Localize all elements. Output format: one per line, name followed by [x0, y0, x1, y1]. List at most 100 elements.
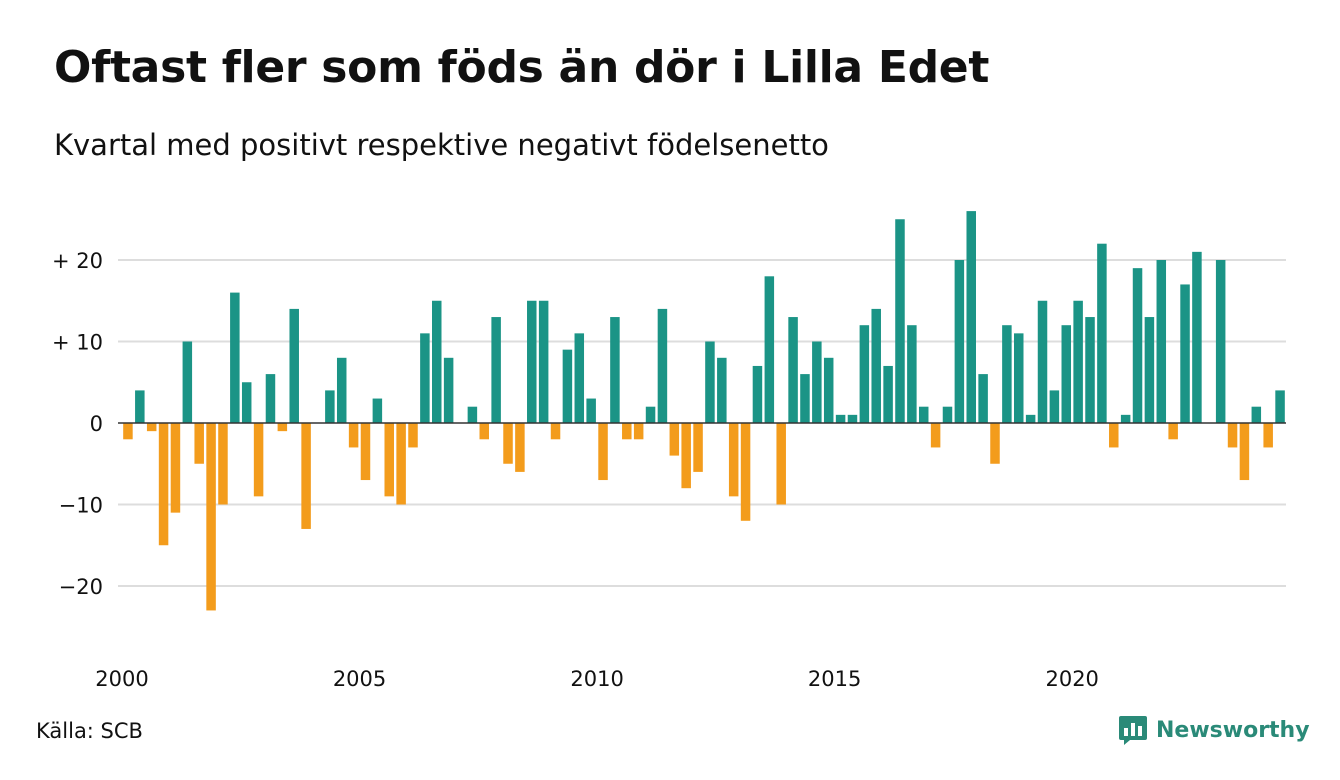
x-tick-label: 2020: [1045, 667, 1098, 691]
bar-positive: [562, 349, 573, 423]
bar-positive: [1014, 333, 1024, 423]
bar-negative: [1109, 423, 1119, 448]
newsworthy-logo-icon: [1119, 716, 1147, 745]
bar-positive: [420, 333, 430, 423]
bar-positive: [586, 398, 596, 423]
bar-positive: [918, 406, 929, 423]
bar-negative: [1227, 423, 1238, 448]
bar-positive: [764, 276, 775, 423]
chart-title: Oftast fler som föds än dör i Lilla Edet: [54, 42, 990, 93]
bar-positive: [705, 341, 715, 423]
bar-positive: [835, 414, 846, 423]
bar-negative: [253, 423, 264, 497]
bar-positive: [859, 325, 870, 423]
bar-positive: [1085, 317, 1095, 423]
bar-negative: [146, 423, 157, 432]
bar-positive: [942, 406, 953, 423]
bar-positive: [1180, 284, 1190, 423]
bar-positive: [610, 317, 620, 423]
bar-positive: [1073, 300, 1083, 423]
bar-positive: [788, 317, 798, 423]
bar-positive: [527, 300, 537, 423]
bar-positive: [717, 357, 727, 423]
bar-negative: [550, 423, 561, 440]
bar-positive: [1144, 317, 1155, 423]
bar-positive: [182, 341, 193, 423]
bar-positive: [241, 382, 252, 423]
x-tick-label: 2000: [95, 667, 148, 691]
brand-name: Newsworthy: [1156, 717, 1310, 743]
source-note: Källa: SCB: [36, 719, 143, 743]
bar-positive: [1097, 243, 1107, 423]
bar-positive: [1061, 325, 1072, 423]
bar-positive: [752, 365, 763, 423]
bar-negative: [301, 423, 311, 529]
bar-positive: [812, 341, 822, 423]
bar-negative: [503, 423, 513, 464]
bar-positive: [978, 374, 988, 423]
bar-positive: [538, 300, 549, 423]
bar-positive: [1251, 406, 1262, 423]
bar-positive: [1025, 414, 1036, 423]
bar-positive: [1132, 268, 1143, 423]
y-tick-label: + 20: [52, 249, 103, 273]
bar-negative: [776, 423, 786, 505]
bar-negative: [360, 423, 371, 481]
bar-positive: [871, 308, 881, 423]
bar-negative: [930, 423, 941, 448]
bar-negative: [206, 423, 216, 611]
brand-logo[interactable]: Newsworthy: [1118, 714, 1310, 746]
bar-positive: [800, 374, 810, 423]
bar-negative: [170, 423, 181, 513]
bar-positive: [657, 308, 668, 423]
bar-positive: [325, 390, 335, 423]
bar-positive: [645, 406, 656, 423]
bar-positive: [574, 333, 585, 423]
bar-positive: [847, 414, 858, 423]
x-tick-label: 2010: [570, 667, 623, 691]
bar-chart: + 20 + 10 0 −10 −20 2000 2005 2010 2015 2020: [52, 211, 1286, 691]
bar-positive: [265, 374, 276, 423]
bar-negative: [740, 423, 751, 521]
y-tick-label: −10: [59, 494, 103, 518]
x-tick-label: 2005: [333, 667, 386, 691]
bar-negative: [1168, 423, 1178, 440]
bar-positive: [230, 292, 240, 423]
bar-positive: [372, 398, 383, 423]
bar-negative: [194, 423, 204, 464]
bar-negative: [633, 423, 644, 440]
bar-negative: [123, 423, 133, 440]
chart-subtitle: Kvartal med positivt respektive negativt…: [54, 128, 829, 162]
bar-negative: [277, 423, 288, 432]
y-tick-label: 0: [90, 412, 103, 436]
x-tick-label: 2015: [808, 667, 861, 691]
bar-positive: [1002, 325, 1012, 423]
bar-positive: [135, 390, 145, 423]
bar-positive: [1120, 414, 1131, 423]
bar-positive: [1215, 260, 1226, 423]
y-tick-label: −20: [59, 575, 103, 599]
bar-negative: [384, 423, 394, 497]
bar-positive: [1192, 251, 1202, 423]
bar-positive: [954, 260, 965, 423]
bar-negative: [693, 423, 703, 472]
bar-positive: [491, 317, 501, 423]
bar-positive: [907, 325, 917, 423]
bar-positive: [1156, 260, 1167, 423]
bar-negative: [669, 423, 680, 456]
bar-positive: [289, 308, 299, 423]
bar-negative: [728, 423, 739, 497]
bar-positive: [1275, 390, 1285, 423]
bar-positive: [443, 357, 454, 423]
bar-positive: [883, 365, 893, 423]
bar-negative: [622, 423, 632, 440]
bar-positive: [432, 300, 442, 423]
bar-negative: [158, 423, 169, 546]
bar-negative: [1239, 423, 1250, 481]
bar-positive: [1049, 390, 1060, 423]
bar-positive: [467, 406, 478, 423]
bar-positive: [966, 211, 976, 423]
bar-negative: [681, 423, 691, 489]
bar-positive: [336, 357, 347, 423]
bar-negative: [598, 423, 608, 481]
